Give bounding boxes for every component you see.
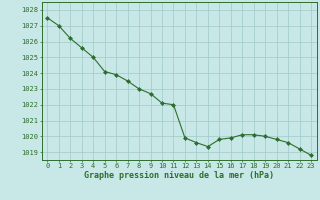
- X-axis label: Graphe pression niveau de la mer (hPa): Graphe pression niveau de la mer (hPa): [84, 171, 274, 180]
